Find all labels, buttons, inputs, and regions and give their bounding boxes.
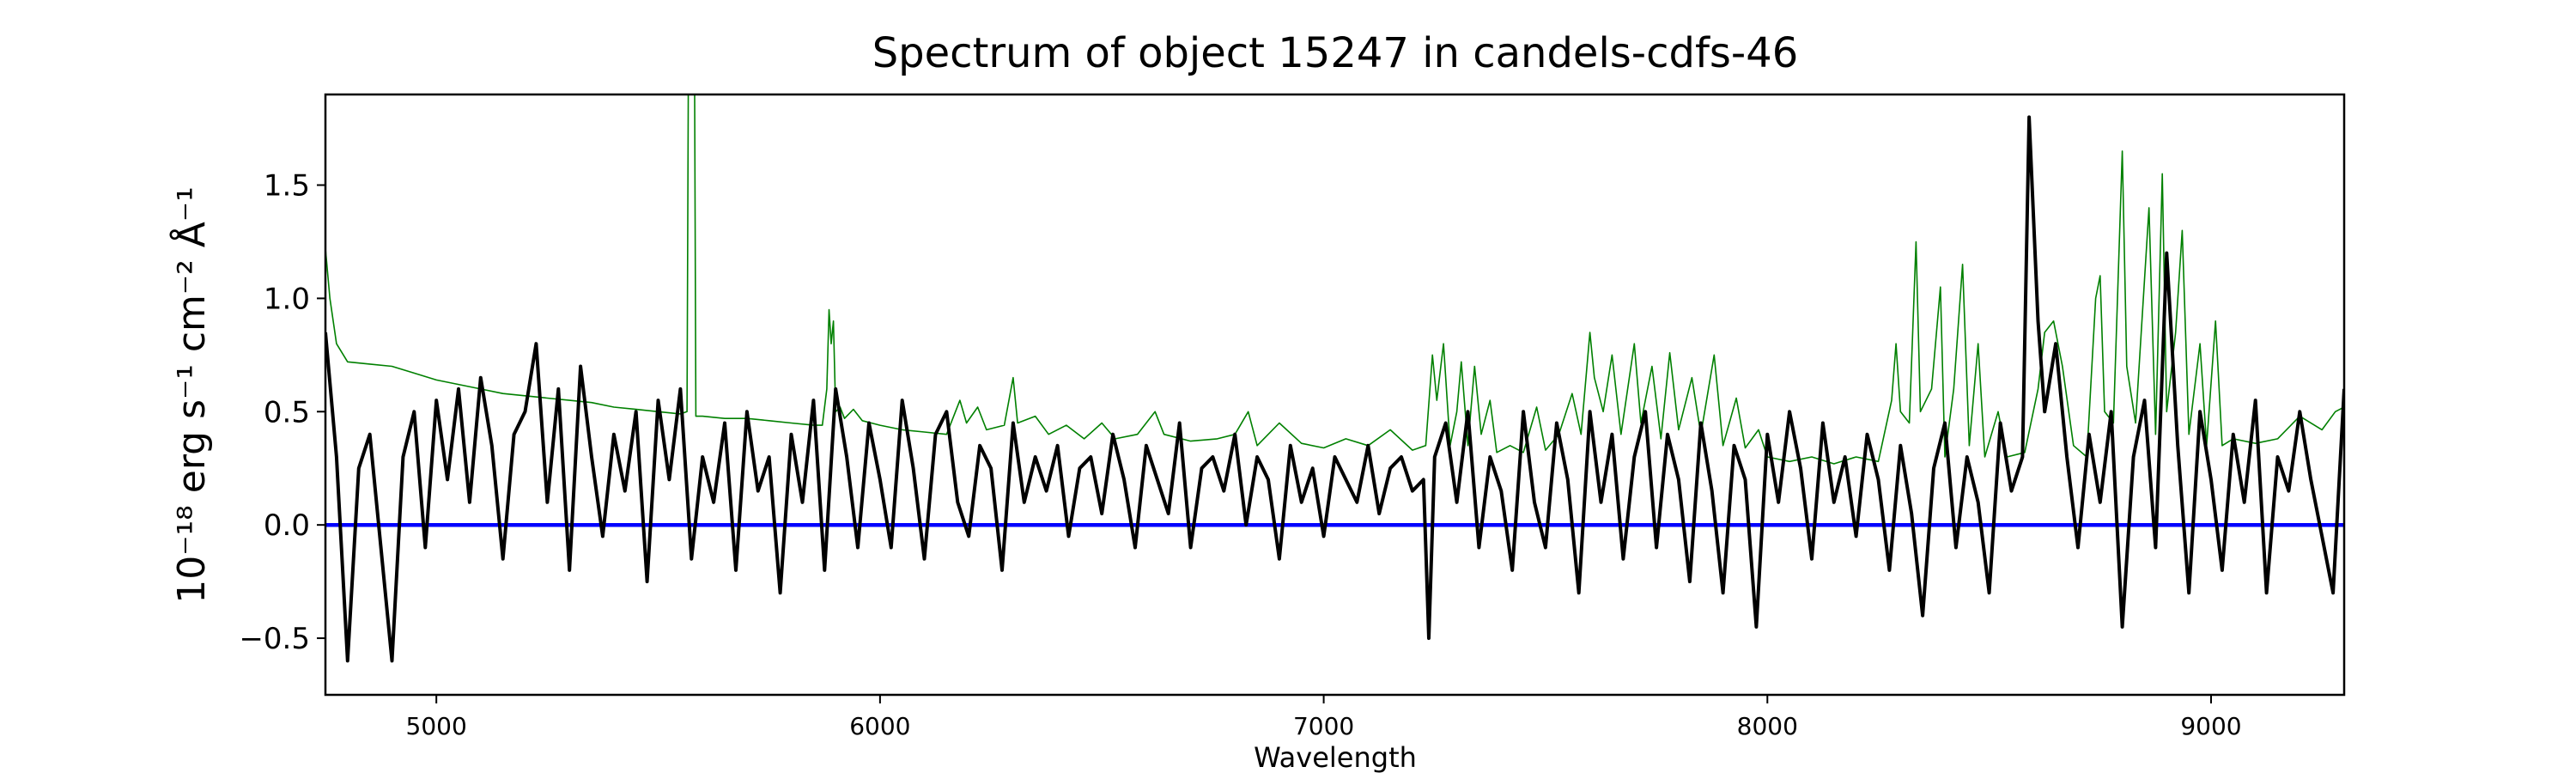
x-tick-label: 9000 [2180, 712, 2241, 740]
y-tick-label: 0.5 [264, 395, 310, 429]
y-tick-label: −0.5 [239, 622, 310, 656]
y-axis-label: 10⁻¹⁸ erg s⁻¹ cm⁻² Å⁻¹ [168, 186, 214, 603]
y-tick-label: 0.0 [264, 508, 310, 543]
x-tick-label: 5000 [406, 712, 467, 740]
y-tick-label: 1.5 [264, 169, 310, 204]
x-tick-label: 8000 [1737, 712, 1798, 740]
y-axis: −0.5 0.0 0.5 1.0 1.5 [239, 169, 325, 656]
x-tick-label: 6000 [849, 712, 910, 740]
y-tick-label: 1.0 [264, 282, 310, 316]
x-tick-label: 7000 [1293, 712, 1354, 740]
series-line-0 [325, 94, 2344, 465]
series-layer [325, 94, 2344, 663]
plot-frame [324, 93, 2346, 697]
x-axis-label: Wavelength [1254, 741, 1417, 773]
x-axis: 5000 6000 7000 8000 9000 [406, 695, 2242, 740]
chart-title: Spectrum of object 15247 in candels-cdfs… [872, 29, 1799, 77]
series-line-2 [325, 115, 2344, 663]
